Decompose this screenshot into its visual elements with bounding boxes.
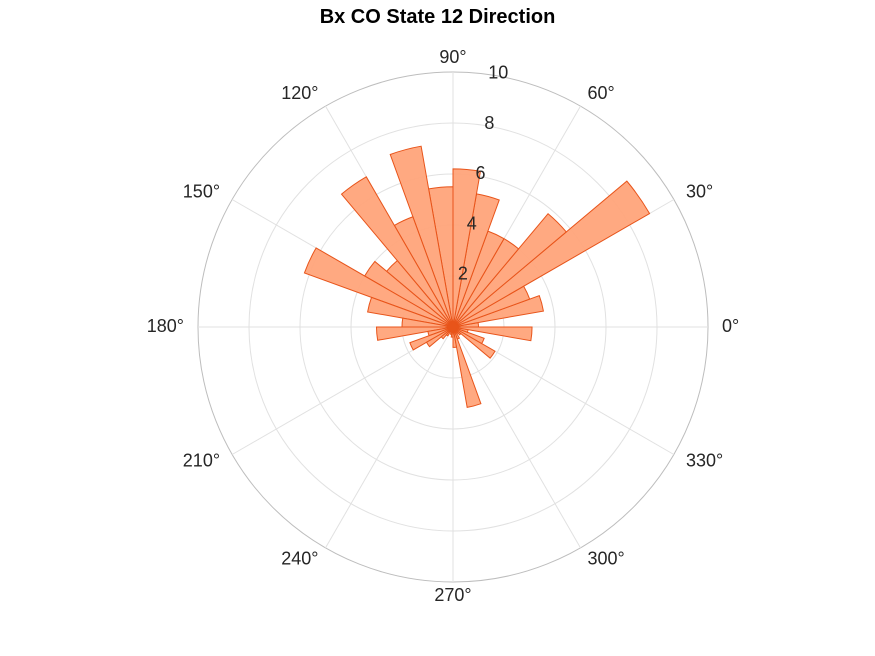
angular-tick-label: 210° [183, 450, 220, 470]
histogram-bar [452, 326, 485, 345]
histogram-bar [452, 326, 482, 408]
angular-grid-line [325, 326, 454, 549]
angular-tick-label: 300° [588, 549, 625, 569]
radial-tick-label: 6 [476, 163, 486, 183]
angular-tick-label: 270° [434, 585, 471, 605]
histogram-bar [340, 176, 454, 328]
histogram-bar [367, 296, 454, 328]
histogram-bar [452, 212, 568, 328]
angular-tick-label: 0° [722, 316, 739, 336]
angular-tick-label: 240° [281, 549, 318, 569]
histogram-bar [303, 247, 454, 328]
angular-tick-label: 180° [147, 316, 184, 336]
center-point [449, 323, 457, 331]
histogram-bar [452, 326, 533, 342]
angular-tick-label: 150° [183, 181, 220, 201]
angular-tick-label: 90° [439, 47, 466, 67]
radial-tick-label: 4 [467, 213, 477, 233]
histogram-bar [452, 168, 482, 328]
angular-tick-label: 60° [588, 83, 615, 103]
radial-tick-label: 2 [458, 264, 468, 284]
angular-tick-label: 120° [281, 83, 318, 103]
histogram-bar [452, 326, 496, 359]
histogram-bars [303, 145, 651, 408]
chart-title: Bx CO State 12 Direction [319, 6, 556, 28]
angular-tick-label: 330° [686, 450, 723, 470]
radial-tick-label: 8 [484, 113, 494, 133]
angular-grid-line [452, 326, 581, 549]
radial-tick-label: 10 [488, 63, 508, 83]
angular-tick-label: 30° [686, 181, 713, 201]
axis-labels: 2 4 6 8 10 0° 30° 60° 90° 120° 150° 180° 210° 240° 270… [147, 47, 739, 605]
histogram-bar [452, 180, 651, 328]
histogram-bar [389, 145, 454, 328]
